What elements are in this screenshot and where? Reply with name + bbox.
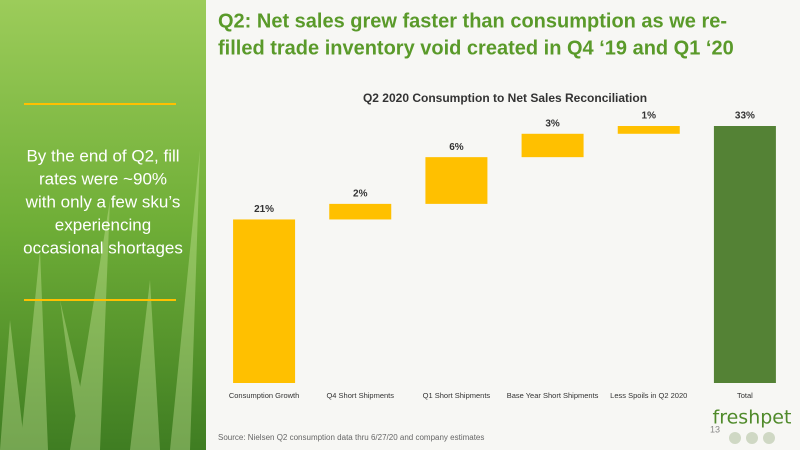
logo: freshpet — [713, 407, 792, 429]
page-number: 13 — [710, 424, 720, 434]
chart: 21% Consumption Growth 2% Q4 Short Shipment… — [229, 111, 776, 400]
value-label: 6% — [449, 142, 464, 153]
title-line: Q2: Net sales grew faster than consumpti… — [218, 10, 727, 32]
value-label: 21% — [254, 204, 274, 215]
value-label: 3% — [545, 118, 560, 129]
slide-title: Q2: Net sales grew faster than consumpti… — [218, 10, 734, 59]
bar — [713, 126, 776, 383]
value-label: 1% — [642, 111, 657, 122]
side-text-line: with only a few sku’s — [25, 192, 181, 211]
value-label: 33% — [735, 111, 755, 122]
logo-icons — [729, 432, 775, 444]
bar — [233, 219, 296, 383]
x-tick-label: Base Year Short Shipments — [507, 391, 599, 400]
x-tick-label: Q4 Short Shipments — [326, 391, 394, 400]
side-text-line: occasional shortages — [23, 238, 183, 257]
title-line: filled trade inventory void created in Q… — [218, 37, 734, 59]
bar — [425, 157, 488, 204]
x-tick-label: Consumption Growth — [229, 391, 299, 400]
side-panel — [0, 0, 206, 450]
side-text-line: By the end of Q2, fill — [26, 146, 179, 165]
chart-title: Q2 2020 Consumption to Net Sales Reconci… — [363, 91, 647, 105]
x-tick-label: Total — [737, 391, 753, 400]
value-label: 2% — [353, 189, 368, 200]
bar — [329, 203, 392, 220]
bar — [617, 126, 680, 134]
grass-blades — [0, 150, 200, 450]
side-text-line: experiencing — [55, 215, 151, 234]
side-text-line: rates were ~90% — [39, 169, 167, 188]
source: Source: Nielsen Q2 consumption data thru… — [218, 433, 484, 442]
x-tick-label: Less Spoils in Q2 2020 — [610, 391, 687, 400]
bar — [521, 133, 584, 158]
side-text: By the end of Q2, fill rates were ~90% wit… — [23, 146, 183, 257]
x-tick-label: Q1 Short Shipments — [423, 391, 491, 400]
